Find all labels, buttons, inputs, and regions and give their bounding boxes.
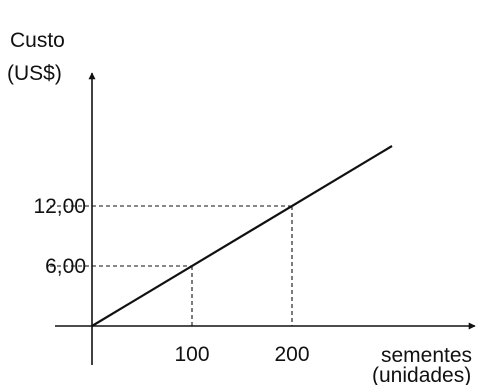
x-axis-label-line-2: (unidades) — [372, 364, 471, 385]
series-layer — [91, 145, 393, 327]
y-tick-label-2: 12,00 — [33, 195, 86, 218]
reference-guides — [50, 205, 293, 326]
x-tick-label-2: 200 — [274, 343, 309, 366]
y-tick-label-1: 6,00 — [45, 255, 86, 278]
y-axis-label-line-2: (US$) — [7, 62, 62, 85]
x-axis-label-line-1: sementes — [381, 344, 472, 367]
y-axis-label-line-1: Custo — [10, 29, 65, 52]
series-line-1 — [91, 145, 393, 327]
x-tick-label-1: 100 — [174, 343, 209, 366]
tick-labels: 100 200 6,00 12,00 — [33, 195, 309, 366]
